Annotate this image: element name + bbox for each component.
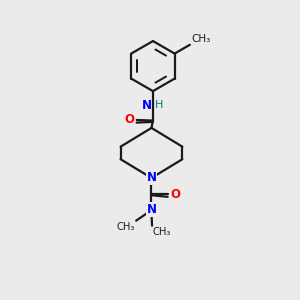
Text: CH₃: CH₃ xyxy=(152,227,170,237)
Text: O: O xyxy=(170,188,180,201)
Text: CH₃: CH₃ xyxy=(116,222,135,232)
Text: CH₃: CH₃ xyxy=(191,34,211,44)
Text: N: N xyxy=(146,203,157,216)
Text: H: H xyxy=(155,100,164,110)
Text: O: O xyxy=(124,113,134,126)
Text: N: N xyxy=(146,172,157,184)
Text: N: N xyxy=(142,99,152,112)
